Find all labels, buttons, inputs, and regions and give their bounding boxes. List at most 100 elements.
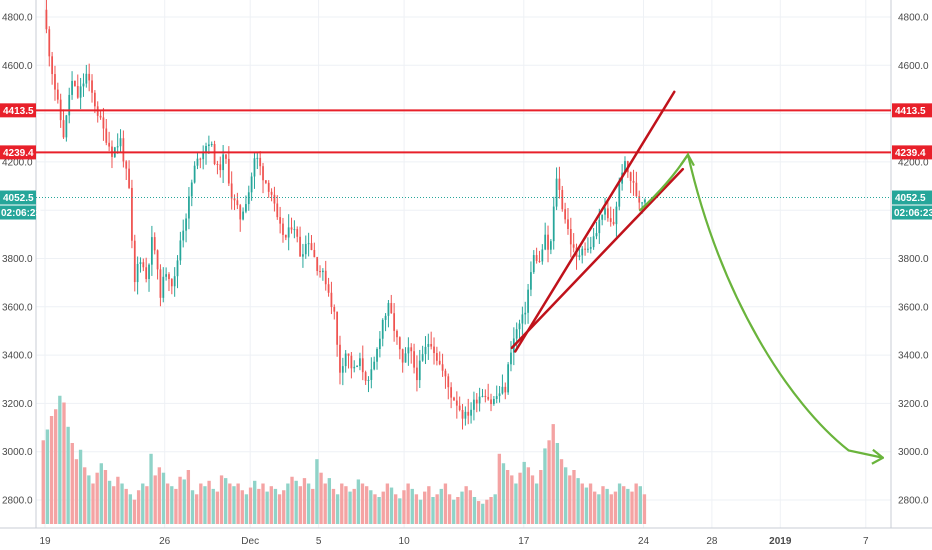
candle-body xyxy=(170,279,173,287)
candle-body xyxy=(404,353,407,363)
candle-body xyxy=(416,367,418,381)
candle-body xyxy=(424,346,427,355)
volume-bar xyxy=(543,448,547,524)
y-tick-label-left: 3800.0 xyxy=(2,254,33,265)
projection-arrowhead-top xyxy=(680,153,695,167)
volume-bar xyxy=(360,483,365,524)
candle-body xyxy=(284,234,287,238)
volume-bar xyxy=(576,478,580,524)
volume-bar xyxy=(315,459,319,524)
candle-body xyxy=(635,182,638,197)
candle-body xyxy=(507,364,510,393)
candle-body xyxy=(230,183,233,199)
volume-bar xyxy=(381,491,385,524)
candle-body xyxy=(518,323,521,330)
volume-bar xyxy=(91,483,95,524)
candle-body xyxy=(333,307,336,312)
candle-body xyxy=(381,319,384,339)
x-tick-label: 26 xyxy=(159,536,171,547)
candle-body xyxy=(102,117,105,129)
candle-body xyxy=(413,351,415,368)
projection-arrow-path xyxy=(638,151,884,459)
y-tick-label-right: 4200.0 xyxy=(898,157,929,168)
candle-body xyxy=(139,262,142,264)
volume-bar xyxy=(311,488,315,524)
candle-body xyxy=(378,338,381,349)
candle-body xyxy=(207,144,210,146)
candle-body xyxy=(45,9,48,30)
volume-bar xyxy=(427,486,431,524)
candle-body xyxy=(279,217,282,224)
volume-bar xyxy=(514,483,518,524)
level-tag-left-bg xyxy=(0,103,36,118)
volume-bar xyxy=(103,470,108,524)
candle-body xyxy=(527,289,529,313)
volume-bar xyxy=(228,483,232,524)
candle-body xyxy=(441,364,444,371)
candle-body xyxy=(435,353,438,361)
volume-bar xyxy=(534,483,539,524)
candle-body xyxy=(253,158,256,177)
candle-body xyxy=(236,200,239,206)
candle-body xyxy=(188,196,190,219)
y-tick-label-right: 2800.0 xyxy=(898,496,929,507)
volume-bar xyxy=(510,475,514,524)
volume-bar xyxy=(605,488,609,524)
candle-body xyxy=(99,115,102,118)
volume-bar xyxy=(394,494,398,524)
candle-body xyxy=(444,370,447,377)
x-tick-label: 17 xyxy=(518,536,530,547)
candle-body xyxy=(156,250,159,270)
level-tag-right: 4413.5 xyxy=(895,106,926,117)
volume-bar xyxy=(456,497,460,524)
candle-body xyxy=(475,399,478,404)
volume-bar xyxy=(174,488,178,524)
candle-body xyxy=(578,255,581,257)
volume-bar xyxy=(95,472,99,524)
candle-body xyxy=(618,183,621,207)
volume-bar xyxy=(572,470,576,524)
candle-body xyxy=(601,214,604,220)
candle-body xyxy=(293,229,296,231)
volume-bar xyxy=(472,497,477,524)
y-tick-label-left: 3000.0 xyxy=(2,447,33,458)
trend-line xyxy=(514,90,676,353)
candle-body xyxy=(572,244,575,248)
volume-bar xyxy=(559,459,564,524)
volume-bar xyxy=(153,475,157,524)
volume-bar xyxy=(112,486,116,524)
volume-bar xyxy=(215,491,220,524)
candle-body xyxy=(492,398,495,405)
volume-bar xyxy=(290,476,294,524)
volume-bar xyxy=(141,483,145,524)
volume-bar xyxy=(194,494,199,524)
volume-bar xyxy=(340,483,344,524)
volume-bar xyxy=(356,479,361,524)
current-price-tag-left: 4052.5 xyxy=(3,193,34,204)
volume-bar xyxy=(626,488,630,524)
countdown-tag-right: 02:06:23 xyxy=(894,208,932,219)
volume-bar xyxy=(601,486,605,524)
candle-body xyxy=(364,372,367,381)
candle-body xyxy=(347,353,350,356)
candle-body xyxy=(370,369,373,380)
volume-bar xyxy=(501,463,506,524)
candle-body xyxy=(150,237,153,265)
candle-body xyxy=(302,254,304,257)
volume-bar xyxy=(364,486,369,524)
y-tick-label-right: 4800.0 xyxy=(898,13,929,24)
candle-body xyxy=(299,236,301,257)
candle-body xyxy=(490,399,492,405)
candle-body xyxy=(85,73,88,84)
y-tick-label-left: 4600.0 xyxy=(2,61,33,72)
candle-body xyxy=(376,348,378,362)
volume-bar xyxy=(344,486,348,524)
volume-bar xyxy=(609,494,613,524)
volume-bar xyxy=(182,479,186,524)
candle-body xyxy=(595,233,598,237)
candle-body xyxy=(629,172,632,181)
volume-bar xyxy=(530,475,535,524)
volume-bar xyxy=(563,467,568,524)
